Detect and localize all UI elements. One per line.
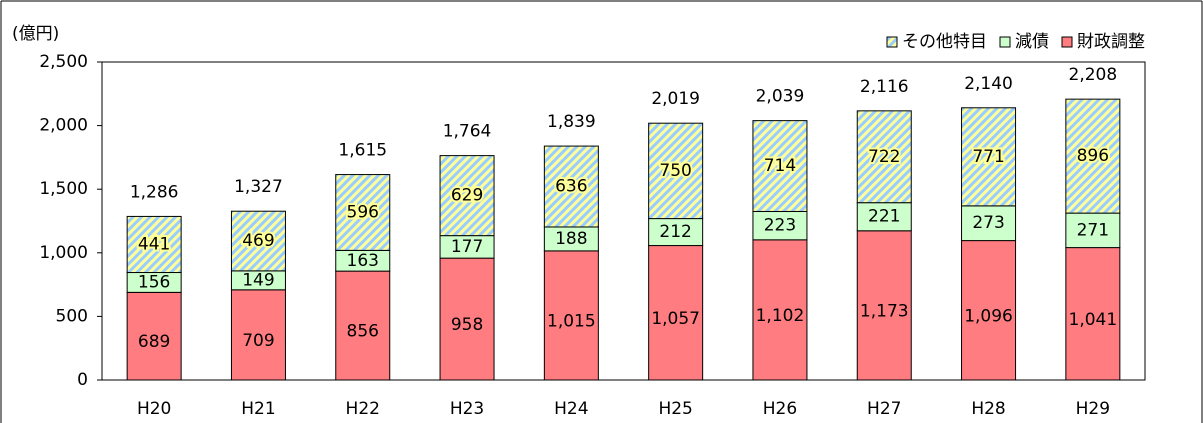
bar-segment bbox=[335, 270, 391, 381]
value-label: 271 bbox=[1077, 220, 1109, 240]
value-label: 771 bbox=[972, 147, 1004, 167]
bar-segment bbox=[439, 155, 495, 237]
value-label: 188 bbox=[555, 229, 587, 249]
total-label: 1,286 bbox=[130, 182, 179, 202]
y-tick-label: 1,500 bbox=[39, 179, 88, 199]
value-label: 469 bbox=[242, 231, 274, 251]
bar-segment bbox=[230, 210, 286, 272]
value-label: 750 bbox=[659, 161, 691, 181]
x-tick-label: H22 bbox=[346, 399, 380, 419]
bar-segment bbox=[126, 215, 182, 274]
value-label: 856 bbox=[347, 322, 379, 342]
x-tick-label: H21 bbox=[241, 399, 275, 419]
value-label: 709 bbox=[242, 331, 274, 351]
value-label: 163 bbox=[347, 251, 379, 271]
value-label: 636 bbox=[555, 177, 587, 197]
value-label: 596 bbox=[347, 202, 379, 222]
x-tick-label: H29 bbox=[1076, 399, 1110, 419]
bar-segment bbox=[752, 210, 808, 241]
value-label: 714 bbox=[764, 156, 796, 176]
plot-area bbox=[101, 61, 1146, 381]
legend-swatch bbox=[1061, 36, 1073, 48]
bar-segment bbox=[439, 257, 495, 381]
bar-segment bbox=[752, 120, 808, 212]
total-label: 1,764 bbox=[443, 122, 492, 142]
value-label: 273 bbox=[972, 213, 1004, 233]
total-label: 2,140 bbox=[964, 74, 1013, 94]
bar-segment bbox=[648, 122, 704, 220]
y-tick-label: 2,500 bbox=[39, 52, 88, 72]
value-label: 149 bbox=[242, 270, 274, 290]
bar-segment bbox=[126, 291, 182, 381]
bar-segment bbox=[961, 107, 1017, 207]
legend-swatch bbox=[886, 36, 898, 48]
total-label: 1,615 bbox=[338, 141, 387, 161]
value-label: 177 bbox=[451, 237, 483, 257]
y-tick-label: 2,000 bbox=[39, 116, 88, 136]
value-label: 1,096 bbox=[964, 306, 1013, 326]
bar-segment bbox=[961, 240, 1017, 381]
total-label: 1,327 bbox=[234, 177, 283, 197]
legend-swatch bbox=[999, 36, 1011, 48]
value-label: 689 bbox=[138, 332, 170, 352]
bar-segment bbox=[335, 174, 391, 251]
total-label: 2,208 bbox=[1069, 65, 1118, 85]
total-label: 2,116 bbox=[860, 77, 909, 97]
y-tick-label: 0 bbox=[77, 370, 88, 390]
total-label: 1,839 bbox=[547, 112, 596, 132]
x-tick-label: H23 bbox=[450, 399, 484, 419]
x-tick-label: H28 bbox=[971, 399, 1005, 419]
x-tick-label: H25 bbox=[658, 399, 692, 419]
x-tick-label: H20 bbox=[137, 399, 171, 419]
bar-segment bbox=[543, 250, 599, 381]
value-label: 629 bbox=[451, 186, 483, 206]
bar-segment bbox=[752, 239, 808, 381]
value-label: 958 bbox=[451, 315, 483, 335]
bar-segment bbox=[856, 230, 912, 381]
value-label: 896 bbox=[1077, 146, 1109, 166]
legend-label: その他特目 bbox=[902, 32, 987, 52]
y-axis-label: (億円) bbox=[12, 24, 59, 44]
value-label: 441 bbox=[138, 234, 170, 254]
value-label: 1,041 bbox=[1069, 310, 1118, 330]
legend-label: 減債 bbox=[1015, 32, 1049, 52]
bar-segment bbox=[1065, 247, 1121, 381]
value-label: 722 bbox=[868, 147, 900, 167]
bar-segment bbox=[230, 289, 286, 381]
total-label: 2,019 bbox=[651, 89, 700, 109]
bar-segment bbox=[961, 205, 1017, 242]
value-label: 1,015 bbox=[547, 311, 596, 331]
legend-label: 財政調整 bbox=[1077, 32, 1145, 52]
value-label: 156 bbox=[138, 272, 170, 292]
bar-segment bbox=[856, 110, 912, 204]
value-label: 1,057 bbox=[651, 309, 700, 329]
y-tick-label: 1,000 bbox=[39, 243, 88, 263]
value-label: 212 bbox=[659, 222, 691, 242]
value-label: 223 bbox=[764, 216, 796, 236]
total-label: 2,039 bbox=[756, 87, 805, 107]
bar-segment bbox=[543, 145, 599, 228]
x-tick-label: H26 bbox=[763, 399, 797, 419]
x-tick-label: H24 bbox=[554, 399, 588, 419]
x-tick-label: H27 bbox=[867, 399, 901, 419]
bar-segment bbox=[1065, 98, 1121, 214]
bar-segment bbox=[1065, 212, 1121, 249]
value-label: 1,173 bbox=[860, 301, 909, 321]
value-label: 221 bbox=[868, 207, 900, 227]
y-tick-label: 500 bbox=[56, 306, 88, 326]
value-label: 1,102 bbox=[756, 306, 805, 326]
